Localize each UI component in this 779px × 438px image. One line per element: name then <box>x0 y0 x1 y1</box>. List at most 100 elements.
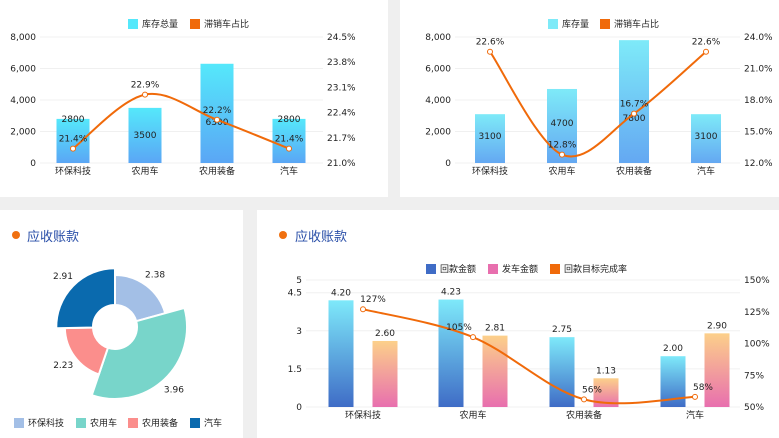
y2-tick-label: 21.0% <box>327 159 356 169</box>
y2-tick-label: 23.8% <box>327 58 356 68</box>
line-point <box>142 91 148 98</box>
panel-inventory <box>400 0 779 197</box>
y-tick-label: 0 <box>296 403 302 413</box>
bar <box>372 340 398 407</box>
line-series <box>72 92 290 150</box>
legend-label: 滞销车占比 <box>204 18 249 30</box>
line-value-label: 22.6% <box>692 38 721 48</box>
bar <box>128 107 162 163</box>
pie-slice <box>55 267 116 330</box>
title-dot-icon <box>12 231 20 239</box>
line-series <box>362 308 696 405</box>
legend-label: 发车金额 <box>502 263 538 275</box>
y2-tick-label: 22.4% <box>327 109 356 119</box>
legend-swatch <box>600 19 610 29</box>
line-value-label: 127% <box>360 295 386 305</box>
legend-swatch <box>128 418 138 428</box>
y2-tick-label: 21.0% <box>744 65 773 75</box>
legend-swatch <box>426 264 436 274</box>
line-point <box>286 145 292 152</box>
line-point <box>214 116 220 123</box>
line-value-label: 21.4% <box>275 135 304 145</box>
y-tick-label: 4,000 <box>10 96 36 106</box>
bar <box>56 118 90 163</box>
bar <box>272 118 306 163</box>
panel-title: 应收账款 <box>295 230 348 245</box>
title-dot-icon <box>279 231 287 239</box>
line-value-label: 22.6% <box>476 38 505 48</box>
y-tick-label: 6,000 <box>425 65 451 75</box>
line-point <box>487 48 493 55</box>
x-tick-label: 汽车 <box>280 165 298 177</box>
y2-tick-label: 23.1% <box>327 83 356 93</box>
x-tick-label: 农用装备 <box>616 165 652 177</box>
y2-tick-label: 125% <box>744 308 770 318</box>
pie-value-label: 2.38 <box>145 270 165 280</box>
line-value-label: 16.7% <box>620 100 649 110</box>
y-tick-label: 0 <box>445 159 451 169</box>
bar-value-label: 2.90 <box>707 321 727 331</box>
bar <box>704 333 730 407</box>
x-tick-label: 汽车 <box>697 165 715 177</box>
panel-title: 应收账款 <box>27 230 80 245</box>
bar <box>200 63 234 163</box>
x-tick-label: 农用车 <box>459 409 486 421</box>
bar <box>438 299 464 407</box>
y2-tick-label: 100% <box>744 340 770 350</box>
line-value-label: 12.8% <box>548 141 577 151</box>
y2-tick-label: 75% <box>744 371 764 381</box>
y-tick-label: 2,000 <box>425 128 451 138</box>
y-tick-label: 5 <box>296 276 302 286</box>
bar-value-label: 3100 <box>695 132 718 142</box>
legend-label: 回款金额 <box>440 263 476 275</box>
y-tick-label: 1.5 <box>288 365 302 375</box>
line-point <box>360 306 366 313</box>
legend-swatch <box>76 418 86 428</box>
line-point <box>70 145 76 152</box>
line-value-label: 58% <box>693 383 713 393</box>
line-value-label: 21.4% <box>59 135 88 145</box>
y-tick-label: 8,000 <box>425 33 451 43</box>
bar-value-label: 6300 <box>206 118 229 128</box>
line-point <box>470 334 476 341</box>
x-tick-label: 农用车 <box>131 165 158 177</box>
bar <box>619 40 649 163</box>
bar <box>549 337 575 407</box>
y2-tick-label: 24.5% <box>327 33 356 43</box>
legend-swatch <box>190 19 200 29</box>
y2-tick-label: 15.0% <box>744 128 773 138</box>
legend-label: 库存总量 <box>142 18 178 30</box>
bar-value-label: 4.23 <box>441 288 461 298</box>
legend-label: 农用车 <box>90 417 117 429</box>
bar <box>691 114 721 163</box>
y-tick-label: 4.5 <box>288 289 302 299</box>
y-tick-label: 0 <box>30 159 36 169</box>
bar-value-label: 7800 <box>623 114 646 124</box>
x-tick-label: 农用装备 <box>566 409 602 421</box>
line-point <box>703 48 709 55</box>
x-tick-label: 环保科技 <box>345 409 381 421</box>
y-tick-label: 4,000 <box>425 96 451 106</box>
bar-value-label: 2.75 <box>552 325 572 335</box>
line-value-label: 22.9% <box>131 81 160 91</box>
bar-value-label: 2800 <box>62 115 85 125</box>
legend-swatch <box>14 418 24 428</box>
y2-tick-label: 50% <box>744 403 764 413</box>
x-tick-label: 环保科技 <box>55 165 91 177</box>
y-tick-label: 8,000 <box>10 33 36 43</box>
legend-swatch <box>550 264 560 274</box>
legend-label: 汽车 <box>204 417 222 429</box>
line-value-label: 105% <box>446 323 472 333</box>
y-tick-label: 3 <box>296 327 302 337</box>
legend-swatch <box>548 19 558 29</box>
bar-value-label: 2.60 <box>375 329 395 339</box>
bar <box>328 300 354 407</box>
x-tick-label: 农用车 <box>548 165 575 177</box>
y2-tick-label: 24.0% <box>744 33 773 43</box>
bar-value-label: 3100 <box>479 132 502 142</box>
pie-slice <box>90 306 188 400</box>
line-point <box>559 151 565 158</box>
legend-swatch <box>128 19 138 29</box>
y2-tick-label: 21.7% <box>327 134 356 144</box>
